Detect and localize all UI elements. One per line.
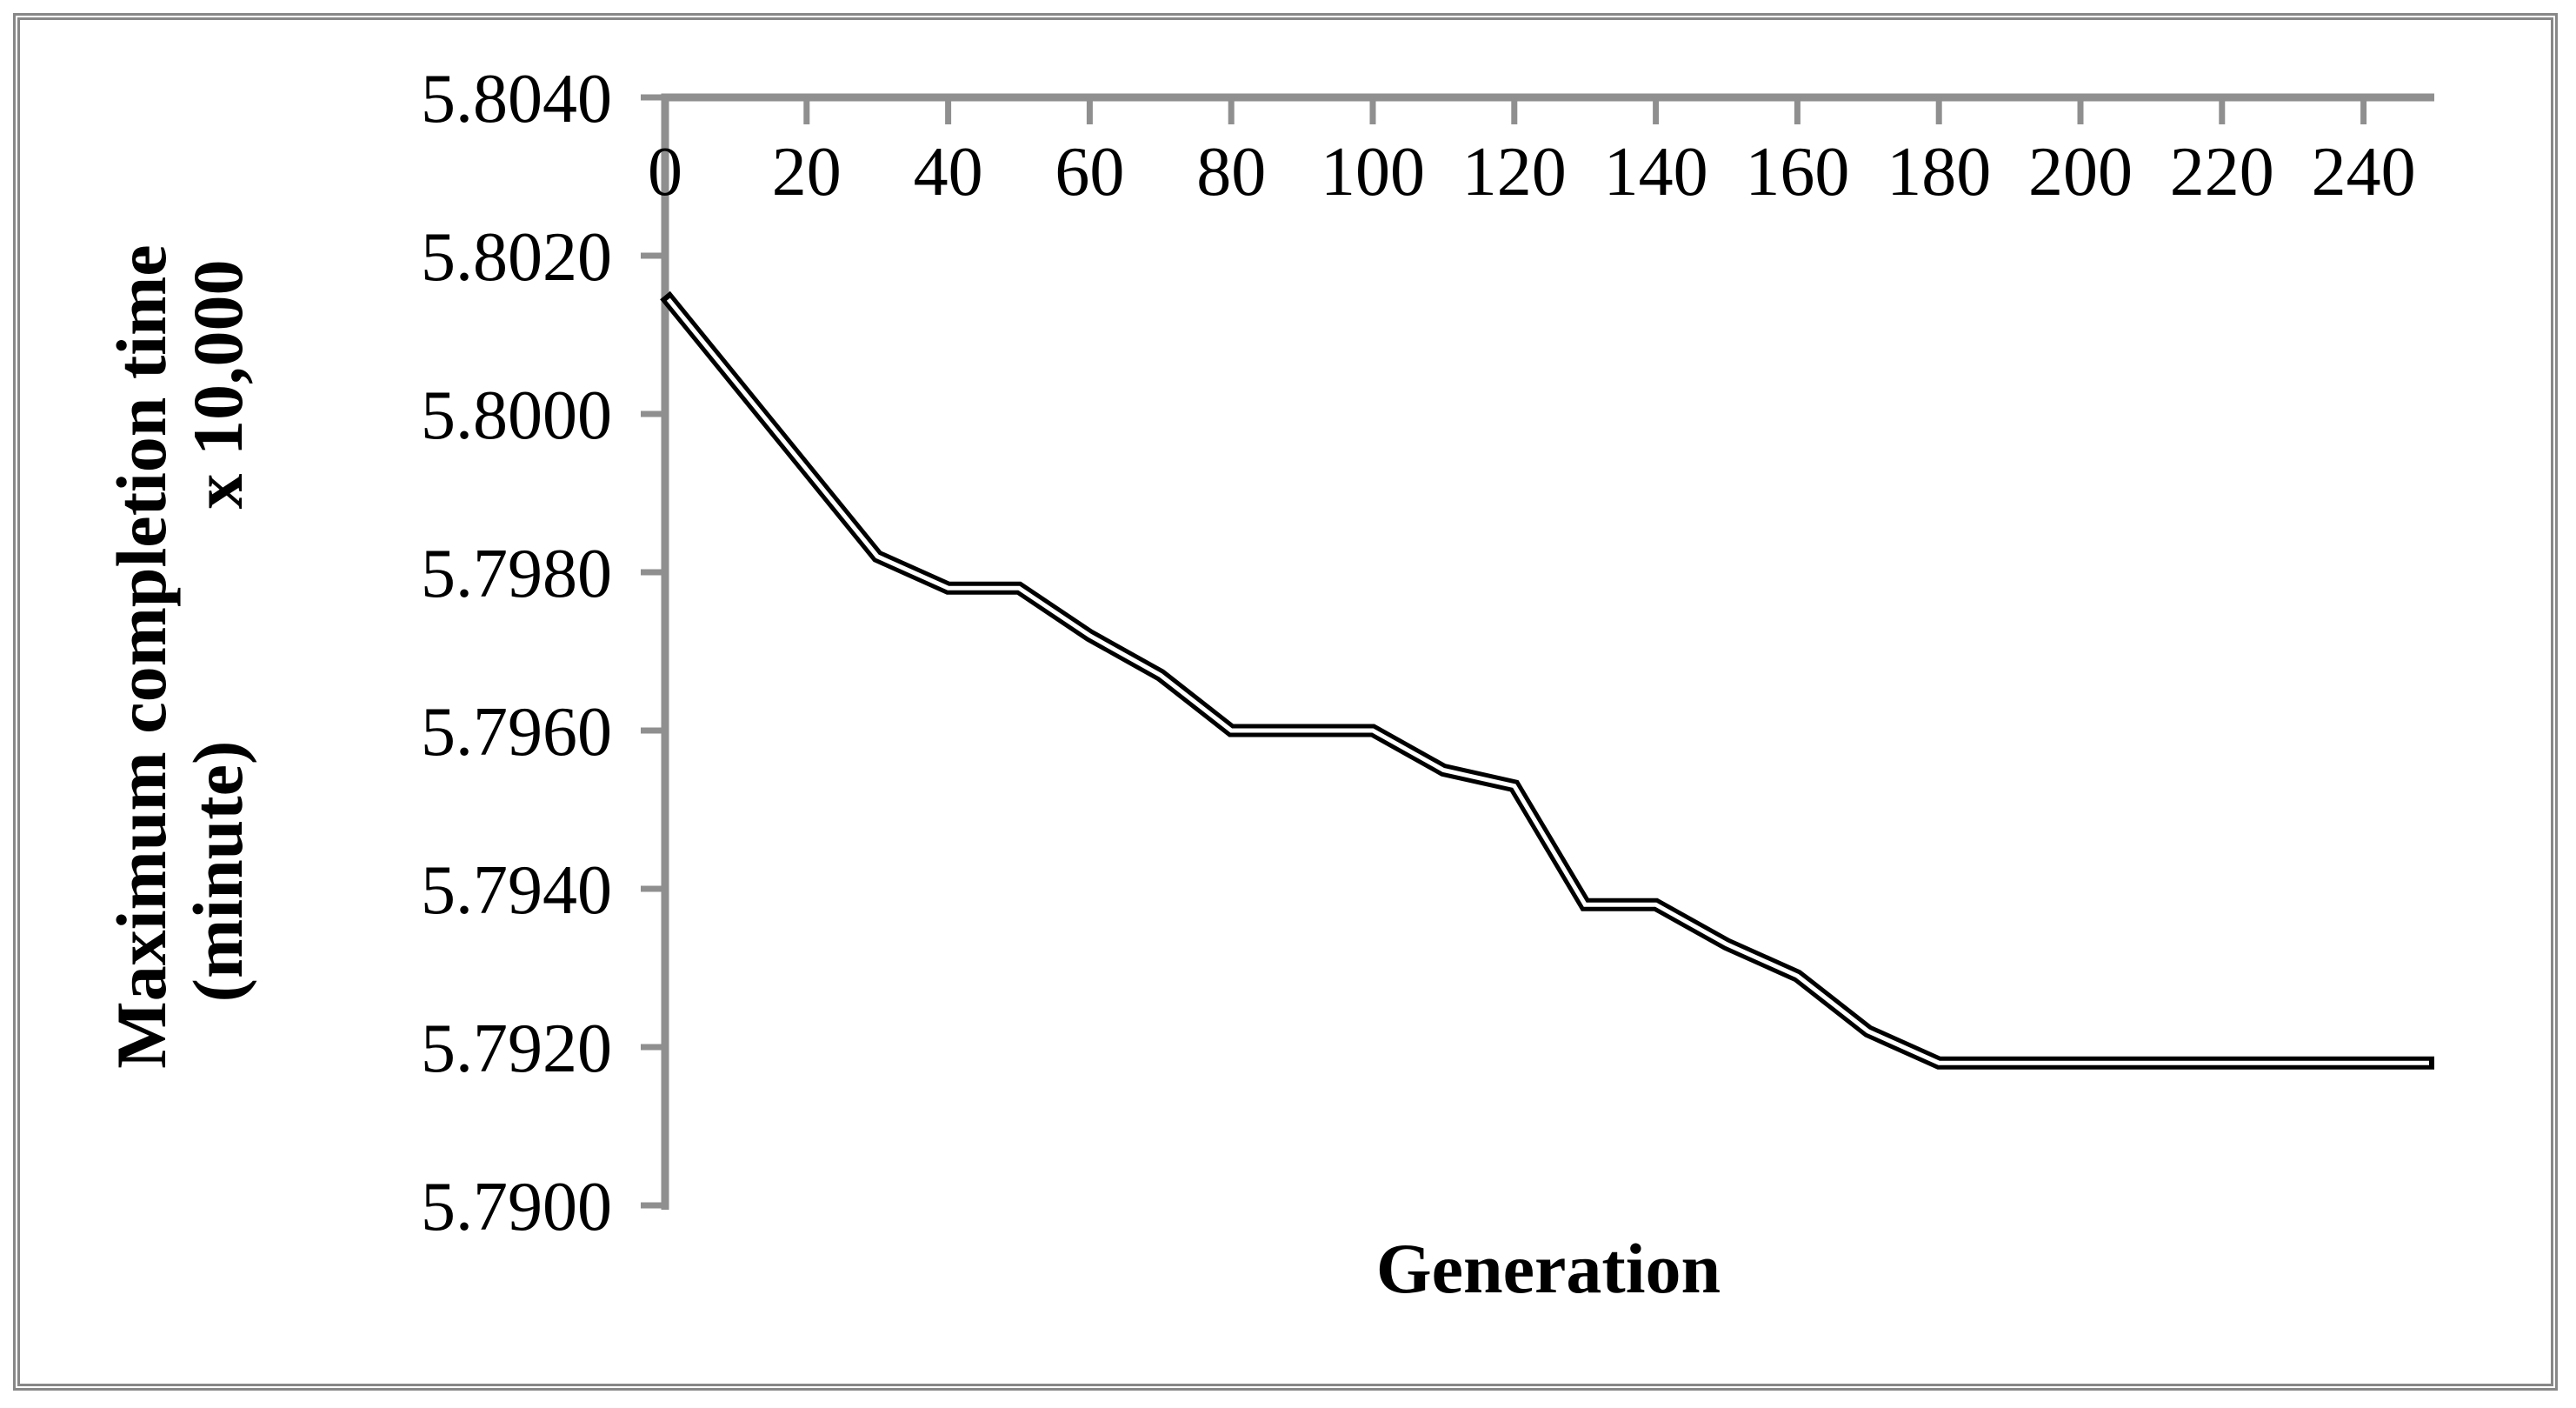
x-tick-label: 240 — [2312, 134, 2416, 210]
x-tick-label: 100 — [1321, 134, 1425, 210]
x-tick-label: 140 — [1604, 134, 1708, 210]
y-tick-label: 5.8000 — [421, 377, 612, 454]
series-line-inner — [666, 297, 2429, 1065]
y-tick-label: 5.8040 — [421, 61, 612, 137]
x-tick-label: 40 — [914, 134, 983, 210]
x-tick-label: 120 — [1462, 134, 1567, 210]
x-tick-label: 80 — [1196, 134, 1266, 210]
y-tick-label: 5.8020 — [421, 219, 612, 296]
y-tick-label: 5.7980 — [421, 536, 612, 612]
x-tick-marks — [662, 97, 2367, 124]
y-tick-label: 5.7900 — [421, 1169, 612, 1245]
y-axis-title-line1: Maximum completion time — [102, 244, 181, 1068]
series-line-outer — [660, 290, 2434, 1070]
x-tick-label: 160 — [1745, 134, 1849, 210]
figure-border — [13, 13, 2558, 1391]
x-tick-label: 220 — [2170, 134, 2274, 210]
y-axis-title-line2: (minute) — [178, 741, 257, 1003]
x-tick-label: 200 — [2028, 134, 2133, 210]
y-tick-marks — [641, 94, 666, 1209]
x-axis-title: Generation — [1376, 1229, 1721, 1308]
x-tick-label: 0 — [648, 134, 682, 210]
y-axis-display-units: x 10,000 — [178, 260, 257, 510]
x-tick-label: 60 — [1055, 134, 1124, 210]
y-tick-label: 5.7920 — [421, 1011, 612, 1087]
x-tick-label: 20 — [772, 134, 842, 210]
x-tick-label: 180 — [1887, 134, 1991, 210]
x-tick-labels: 0 20 40 60 80 100 120 140 160 180 200 220 240 — [648, 134, 2416, 210]
y-tick-labels: 5.7900 5.7920 5.7940 5.7960 5.7980 5.8000 5.80… — [421, 61, 612, 1245]
series-maximum-completion-time — [660, 290, 2434, 1070]
y-tick-label: 5.7940 — [421, 852, 612, 929]
y-tick-label: 5.7960 — [421, 694, 612, 771]
